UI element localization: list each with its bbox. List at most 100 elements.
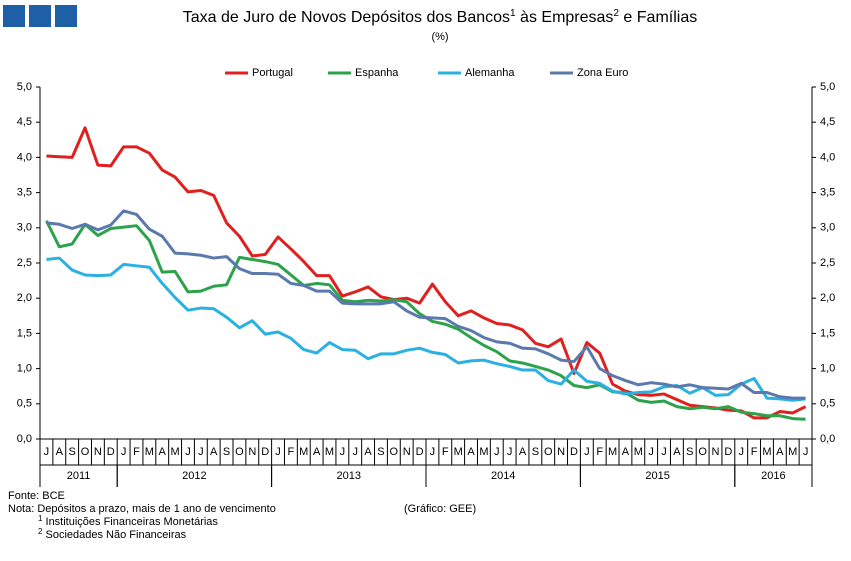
y-tick-label: 1,5	[17, 327, 32, 339]
x-tick-label: M	[325, 446, 334, 458]
x-tick-label: J	[352, 446, 358, 458]
x-tick-label: J	[44, 446, 50, 458]
x-tick-label: A	[467, 446, 475, 458]
year-label: 2013	[337, 470, 361, 482]
year-label: 2014	[491, 470, 515, 482]
x-tick-label: J	[661, 446, 667, 458]
y-tick-label: 0,5	[17, 398, 32, 410]
year-label: 2011	[67, 470, 91, 482]
x-tick-label: N	[403, 446, 411, 458]
x-tick-label: A	[673, 446, 681, 458]
x-tick-label: O	[235, 446, 244, 458]
legend-label: Espanha	[355, 67, 399, 79]
x-tick-label: A	[313, 446, 321, 458]
x-tick-label: D	[416, 446, 424, 458]
source: Fonte: BCE	[8, 490, 65, 502]
x-tick-label: O	[544, 446, 553, 458]
logo-square	[3, 5, 25, 27]
x-tick-label: M	[634, 446, 643, 458]
series-line	[46, 209, 806, 400]
x-tick-label: J	[185, 446, 191, 458]
x-tick-label: S	[686, 446, 693, 458]
x-tick-label: J	[584, 446, 590, 458]
x-tick-label: M	[479, 446, 488, 458]
y-tick-label-right: 3,0	[820, 222, 835, 234]
y-tick-label-right: 1,5	[820, 327, 835, 339]
x-tick-label: F	[751, 446, 758, 458]
y-tick-label: 2,5	[17, 257, 32, 269]
x-tick-label: S	[532, 446, 539, 458]
chart-subtitle: (%)	[431, 31, 448, 43]
x-tick-label: M	[299, 446, 308, 458]
series-line	[46, 126, 807, 420]
x-tick-label: O	[390, 446, 399, 458]
x-tick-label: J	[803, 446, 809, 458]
logo-square	[29, 5, 51, 27]
y-tick-label: 1,0	[17, 363, 32, 375]
x-tick-label: J	[494, 446, 500, 458]
year-label: 2012	[182, 470, 206, 482]
y-tick-label: 0,0	[17, 433, 32, 445]
y-tick-label-right: 5,0	[820, 81, 835, 93]
chart-title: Taxa de Juro de Novos Depósitos dos Banc…	[183, 8, 697, 27]
y-tick-label: 4,0	[17, 151, 32, 163]
x-tick-label: J	[340, 446, 346, 458]
x-tick-label: A	[622, 446, 630, 458]
x-tick-label: J	[121, 446, 127, 458]
y-tick-label-right: 4,0	[820, 151, 835, 163]
logo-square	[55, 5, 77, 27]
y-tick-label-right: 3,5	[820, 187, 835, 199]
x-tick-label: F	[288, 446, 295, 458]
x-tick-label: J	[198, 446, 204, 458]
footnote: 2 Sociedades Não Financeiras	[38, 527, 187, 541]
x-tick-label: N	[712, 446, 720, 458]
x-tick-label: S	[68, 446, 75, 458]
y-tick-label-right: 4,5	[820, 116, 835, 128]
series-line	[46, 256, 806, 402]
footnote: 1 Instituições Financeiras Monetárias	[38, 514, 218, 528]
x-tick-label: S	[377, 446, 384, 458]
x-tick-label: A	[159, 446, 167, 458]
x-tick-label: N	[94, 446, 102, 458]
x-tick-label: F	[596, 446, 603, 458]
x-tick-label: J	[430, 446, 436, 458]
x-tick-label: A	[210, 446, 218, 458]
legend-label: Zona Euro	[577, 67, 628, 79]
x-tick-label: D	[724, 446, 732, 458]
credit: (Gráfico: GEE)	[404, 503, 476, 515]
x-tick-label: D	[261, 446, 269, 458]
y-tick-label: 2,0	[17, 292, 32, 304]
x-tick-label: A	[519, 446, 527, 458]
x-tick-label: J	[738, 446, 744, 458]
legend-label: Alemanha	[465, 67, 515, 79]
year-label: 2015	[645, 470, 669, 482]
y-tick-label-right: 2,5	[820, 257, 835, 269]
x-tick-label: F	[442, 446, 449, 458]
x-tick-label: J	[275, 446, 281, 458]
x-tick-label: F	[133, 446, 140, 458]
y-tick-label-right: 0,0	[820, 433, 835, 445]
x-tick-label: M	[145, 446, 154, 458]
x-tick-label: O	[698, 446, 707, 458]
year-label: 2016	[761, 470, 785, 482]
x-tick-label: J	[648, 446, 654, 458]
x-tick-label: D	[570, 446, 578, 458]
x-tick-label: A	[776, 446, 784, 458]
note: Nota: Depósitos a prazo, mais de 1 ano d…	[8, 503, 276, 515]
x-tick-label: O	[81, 446, 90, 458]
x-tick-label: A	[56, 446, 64, 458]
x-tick-label: A	[364, 446, 372, 458]
y-tick-label: 4,5	[17, 116, 32, 128]
x-tick-label: N	[557, 446, 565, 458]
x-tick-label: M	[762, 446, 771, 458]
x-tick-label: M	[608, 446, 617, 458]
y-tick-label-right: 2,0	[820, 292, 835, 304]
y-tick-label-right: 1,0	[820, 363, 835, 375]
y-tick-label-right: 0,5	[820, 398, 835, 410]
legend-label: Portugal	[252, 67, 293, 79]
x-tick-label: J	[507, 446, 513, 458]
x-tick-label: M	[454, 446, 463, 458]
x-tick-label: M	[171, 446, 180, 458]
x-tick-label: N	[248, 446, 256, 458]
